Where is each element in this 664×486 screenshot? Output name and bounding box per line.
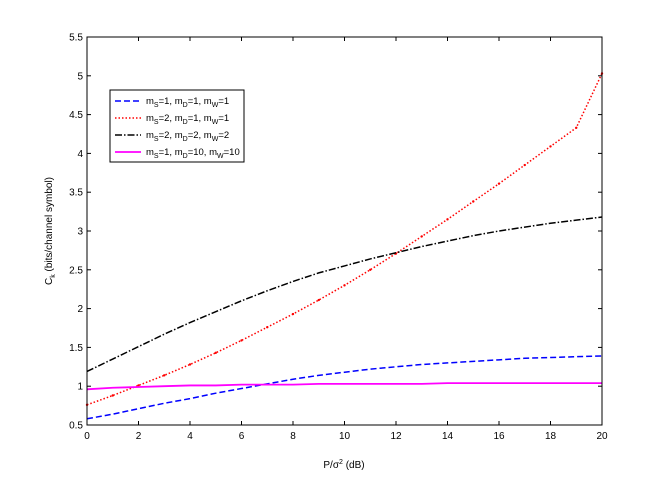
legend-label-part: m xyxy=(146,96,154,107)
legend-label-part: =1, m xyxy=(159,147,183,158)
series-2-point xyxy=(291,312,295,316)
legend-label-part: m xyxy=(146,130,154,141)
series-2-point xyxy=(317,298,320,302)
legend-label-part: D xyxy=(183,102,188,109)
y-tick-label: 2 xyxy=(77,304,83,315)
legend-label-part: S xyxy=(154,119,159,126)
legend-label-part: W xyxy=(217,153,224,160)
series-2-point xyxy=(188,363,192,366)
ticks-layer: 0 2 4 6 8 10 12 14 16 18 20 0.5 1 1.5 2 2.5 3 3.5 4 4.5 5 5.5 xyxy=(69,33,608,443)
x-tick-label: 12 xyxy=(390,431,402,442)
y-tick-label: 1 xyxy=(77,382,83,393)
legend-label-part: =2, m xyxy=(159,113,183,124)
x-tick-label: 20 xyxy=(596,431,608,442)
series-line-3 xyxy=(86,216,603,373)
legend-label-part: W xyxy=(212,119,219,126)
legend-label-part: S xyxy=(154,102,159,109)
legend-label-part: D xyxy=(183,119,188,126)
legend-label-part: =10 xyxy=(224,147,240,158)
legend-label-part: S xyxy=(154,153,159,160)
series-2-point xyxy=(575,126,578,129)
x-tick-label: 4 xyxy=(187,431,193,442)
legend-label-part: =1, m xyxy=(188,96,212,107)
x-tick-label: 6 xyxy=(239,431,245,442)
series-2-point xyxy=(549,145,552,148)
y-tick-label: 3 xyxy=(77,227,83,238)
y-tick-label: 0.5 xyxy=(69,421,83,432)
legend: mS=1, mD=1, mW=1mS=2, mD=1, mW=1mS=2, mD… xyxy=(109,89,245,163)
x-tick-label: 2 xyxy=(136,431,142,442)
x-tick-label: 14 xyxy=(442,431,454,442)
legend-label-part: m xyxy=(146,147,154,158)
series-line-1 xyxy=(86,355,603,420)
series-line-4 xyxy=(86,382,602,391)
y-axis-label: Ck (bits/channel symbol) xyxy=(44,177,57,285)
series-2-point xyxy=(240,339,243,342)
y-axis-label-tail: (bits/channel symbol) xyxy=(44,177,55,274)
x-tick-label: 0 xyxy=(84,431,90,442)
x-tick-label: 16 xyxy=(493,431,505,442)
legend-label-part: =2, m xyxy=(159,130,183,141)
legend-label-3: mS=2, mD=2, mW=2 xyxy=(146,130,229,143)
y-axis-label-sub: k xyxy=(50,274,57,278)
legend-label-part: =1 xyxy=(218,113,229,124)
legend-label-part: =10, m xyxy=(188,147,217,158)
x-tick-label: 8 xyxy=(290,431,296,442)
legend-label-part: W xyxy=(212,102,219,109)
y-tick-label: 5 xyxy=(77,71,83,82)
legend-label-2: mS=2, mD=1, mW=1 xyxy=(146,113,229,126)
legend-label-part: S xyxy=(154,136,159,143)
legend-label-part: =1, m xyxy=(159,96,183,107)
series-2-point xyxy=(163,374,166,377)
series-2-point xyxy=(343,284,346,287)
series-2-point xyxy=(420,235,423,238)
legend-label-part: =2 xyxy=(218,130,229,141)
legend-label-part: W xyxy=(212,136,219,143)
legend-label-part: =1 xyxy=(218,96,229,107)
series-2-point xyxy=(523,163,526,167)
legend-box xyxy=(109,89,245,163)
series-2-point xyxy=(369,268,372,271)
series-2-point xyxy=(214,351,217,355)
y-tick-label: 4 xyxy=(77,149,83,160)
series-layer xyxy=(85,72,604,420)
series-2-point xyxy=(497,182,501,185)
legend-label-4: mS=1, mD=10, mW=10 xyxy=(146,147,240,160)
x-axis-label-tail: (dB) xyxy=(343,460,365,471)
series-2-point xyxy=(111,394,114,397)
series-2-point xyxy=(266,326,269,329)
y-tick-label: 2.5 xyxy=(69,265,83,276)
x-axis-label: P/σ2 (dB) xyxy=(323,459,364,471)
x-axis-label-sup: 2 xyxy=(339,459,343,466)
series-2-point xyxy=(472,200,475,203)
y-tick-label: 1.5 xyxy=(69,343,83,354)
y-tick-label: 4.5 xyxy=(69,110,83,121)
x-tick-label: 10 xyxy=(339,431,351,442)
legend-label-part: =1, m xyxy=(188,113,212,124)
legend-label-1: mS=1, mD=1, mW=1 xyxy=(146,96,229,109)
legend-label-part: m xyxy=(146,113,154,124)
y-tick-label: 3.5 xyxy=(69,188,83,199)
series-2-point xyxy=(137,384,140,387)
legend-label-part: =2, m xyxy=(188,130,212,141)
y-tick-label: 5.5 xyxy=(69,33,83,44)
x-axis-label-main: P/σ xyxy=(323,460,339,471)
series-2-point xyxy=(446,218,449,221)
x-tick-label: 18 xyxy=(545,431,557,442)
y-axis-label-main: C xyxy=(44,278,55,285)
legend-label-part: D xyxy=(183,153,188,160)
legend-label-part: D xyxy=(183,136,188,143)
